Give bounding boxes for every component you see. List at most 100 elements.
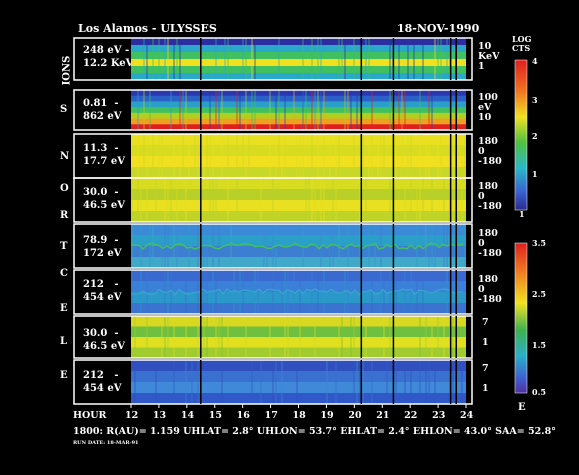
panel-6-texture [272, 270, 274, 314]
panel-5-texture [266, 224, 268, 268]
panel-3-texture [419, 134, 421, 178]
panel-2-plot [73, 89, 473, 131]
panel-5-texture [176, 224, 178, 268]
panel-2-texture [239, 90, 241, 130]
panel-1-texture [398, 38, 400, 80]
panel-2-band-2 [131, 95, 466, 102]
panel-3-texture [173, 134, 175, 178]
panel-7-texture [134, 316, 136, 358]
panel-4-texture [431, 178, 433, 222]
panel-5-band-2 [131, 235, 466, 247]
panel-8-frame [73, 359, 473, 405]
panel-4-texture [176, 178, 178, 222]
panel-6-texture [404, 270, 406, 314]
panel-4-texture [311, 178, 313, 222]
panel-7-texture [203, 316, 205, 358]
panel-1-texture [320, 38, 322, 80]
panel-1-texture [164, 38, 166, 80]
panel-6-texture [233, 270, 235, 314]
panel-8-texture [281, 360, 283, 404]
panel-8-texture [434, 360, 436, 404]
panel-5-texture [140, 224, 142, 268]
panel-7-band-3 [131, 337, 466, 348]
panel-1-texture [227, 38, 229, 80]
panel-6-texture [185, 270, 187, 314]
panel-8-band-4 [131, 393, 466, 405]
panel-3-texture [401, 134, 403, 178]
panel-7-frame [73, 315, 473, 359]
panel-3-texture [296, 134, 298, 178]
panel-4-band-3 [131, 200, 466, 212]
panel-2-texture [245, 90, 247, 130]
panel-4-texture [461, 178, 463, 222]
panel-8-texture [359, 360, 361, 404]
panel-7-texture [341, 316, 343, 358]
panel-6-frame [73, 269, 473, 315]
panel-8-texture [155, 360, 157, 404]
panel-3-texture [188, 134, 190, 178]
panel-2-texture [404, 90, 406, 130]
panel-6-band-3 [131, 292, 466, 304]
panel-5-texture [434, 224, 436, 268]
panel-1-texture [158, 38, 160, 80]
panel-7-texture [425, 316, 427, 358]
panel-8-texture [197, 360, 199, 404]
panel-2-texture [302, 90, 304, 130]
panel-4-texture [389, 178, 391, 222]
colorbar-e [514, 242, 528, 394]
x-tick-label: 24 [460, 410, 474, 421]
panel-1-texture [437, 38, 439, 80]
panel-1-plot [73, 37, 473, 81]
panel-6-texture [410, 270, 412, 314]
panel-8-band-1 [131, 360, 466, 372]
panel-3-texture [179, 134, 181, 178]
panel-2-texture [311, 90, 313, 130]
panel-5-texture [230, 224, 232, 268]
panel-5-texture [431, 224, 433, 268]
panel-5-texture [212, 224, 214, 268]
panel-3-texture [323, 134, 325, 178]
panel-1-texture [434, 38, 436, 80]
panel-2-texture [137, 90, 139, 130]
panel-5-texture [428, 224, 430, 268]
panel-6-texture [257, 270, 259, 314]
panel-1-yticks: 10 KeV 1 [478, 41, 500, 72]
x-tick-label: 20 [348, 410, 362, 421]
panel-1-texture [215, 38, 217, 80]
panel-1-texture [317, 38, 319, 80]
panel-3-band-4 [131, 167, 466, 179]
panel-7-texture [206, 316, 208, 358]
panel-1-texture [311, 38, 313, 80]
colorbar-log-tick-3: 3 [532, 95, 538, 105]
panel-3-texture [338, 134, 340, 178]
panel-3-texture [197, 134, 199, 178]
panel-4-label: 30.0 -46.5 eV [83, 187, 125, 211]
panel-3-texture [353, 134, 355, 178]
panel-5-band-4 [131, 257, 466, 269]
panel-1-band-4 [131, 59, 466, 67]
panel-4-texture [227, 178, 229, 222]
panel-2-texture [209, 90, 211, 130]
panel-4-texture [335, 178, 337, 222]
panel-2-band-1 [131, 90, 466, 97]
panel-2-texture [419, 90, 421, 130]
electrons-letter-1: N [60, 151, 70, 162]
panel-1-texture [278, 38, 280, 80]
panel-1-frame [73, 37, 473, 81]
panel-4-texture [185, 178, 187, 222]
panel-6-texture [311, 270, 313, 314]
panel-5-texture [188, 224, 190, 268]
electrons-letter-4: T [60, 241, 68, 252]
panel-1-texture [389, 38, 391, 80]
panel-2-texture [305, 90, 307, 130]
panel-4-texture [212, 178, 214, 222]
x-tick-label: 19 [320, 410, 334, 421]
panel-2-texture [401, 90, 403, 130]
panel-7-texture [443, 316, 445, 358]
panel-5-texture [131, 224, 133, 268]
panel-3-texture [368, 134, 370, 178]
x-tick-label: 18 [292, 410, 306, 421]
panel-3-texture [221, 134, 223, 178]
colorbar-log-tick-1: 1 [532, 169, 538, 179]
